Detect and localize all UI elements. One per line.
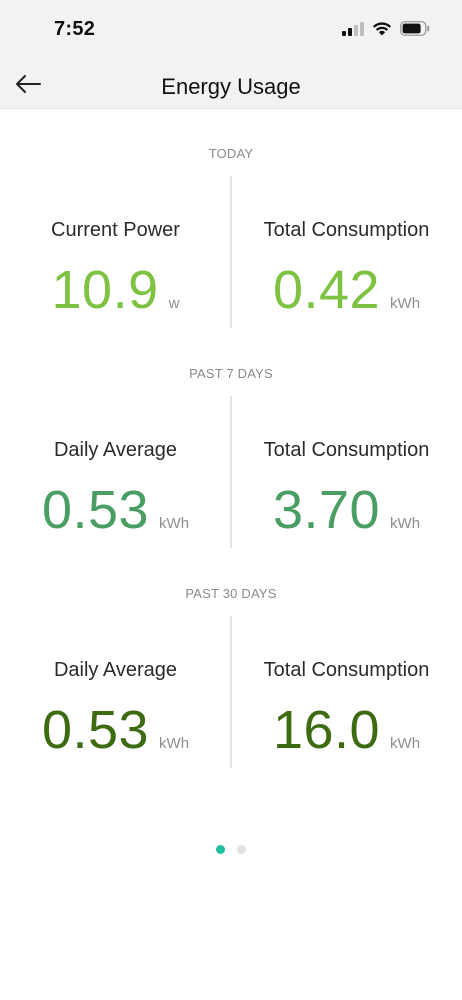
metric-value-row: 16.0 kWh (231, 700, 462, 760)
metric-value-row: 0.53 kWh (0, 700, 231, 760)
nav-bar: Energy Usage (0, 60, 462, 109)
section-label-past-7-days: PAST 7 DAYS (189, 366, 273, 381)
metric-label: Daily Average (53, 439, 178, 461)
metric-label: Daily Average (53, 659, 178, 681)
metric-unit: kWh (390, 295, 421, 312)
status-bar: 7:52 (0, 0, 462, 60)
metric-value-row: 10.9 w (0, 260, 231, 320)
metric-daily-average-7-days: Daily Average 0.53 kWh (0, 439, 231, 540)
section-divider (230, 616, 232, 768)
metric-value-row: 0.53 kWh (0, 480, 231, 540)
page-dot-2[interactable] (237, 845, 246, 854)
metric-unit: kWh (159, 515, 190, 532)
metric-total-consumption-7-days: Total Consumption 3.70 kWh (231, 439, 462, 540)
metric-unit: kWh (390, 735, 421, 752)
section-divider (230, 176, 232, 328)
battery-icon (400, 21, 430, 41)
metric-value-row: 3.70 kWh (231, 480, 462, 540)
status-icons (342, 21, 430, 41)
section-divider (230, 396, 232, 548)
metric-unit: kWh (390, 515, 421, 532)
metric-value: 0.53 (41, 480, 150, 540)
metric-unit: kWh (159, 735, 190, 752)
section-label-past-30-days: PAST 30 DAYS (185, 586, 277, 601)
wifi-icon (372, 21, 392, 41)
back-arrow-icon (14, 74, 42, 99)
metric-unit: w (168, 295, 180, 312)
metric-value: 16.0 (272, 700, 381, 760)
metric-total-consumption-30-days: Total Consumption 16.0 kWh (231, 659, 462, 760)
cellular-signal-icon (342, 21, 364, 41)
metric-current-power: Current Power 10.9 w (0, 219, 231, 320)
status-time: 7:52 (54, 18, 96, 40)
metric-label: Total Consumption (263, 439, 430, 461)
page-title: Energy Usage (161, 74, 301, 99)
page-indicator (0, 845, 462, 854)
metric-value-row: 0.42 kWh (231, 260, 462, 320)
back-button[interactable] (8, 68, 48, 104)
metric-value: 0.53 (41, 700, 150, 760)
section-label-today: TODAY (208, 146, 254, 161)
metric-value: 10.9 (51, 260, 159, 320)
page-dot-1[interactable] (216, 845, 225, 854)
metric-value: 3.70 (272, 480, 381, 540)
metric-daily-average-30-days: Daily Average 0.53 kWh (0, 659, 231, 760)
metric-label: Total Consumption (263, 219, 430, 241)
metric-value: 0.42 (272, 260, 381, 320)
metric-label: Total Consumption (263, 659, 430, 681)
metric-total-consumption-today: Total Consumption 0.42 kWh (231, 219, 462, 320)
metric-label: Current Power (51, 219, 180, 241)
